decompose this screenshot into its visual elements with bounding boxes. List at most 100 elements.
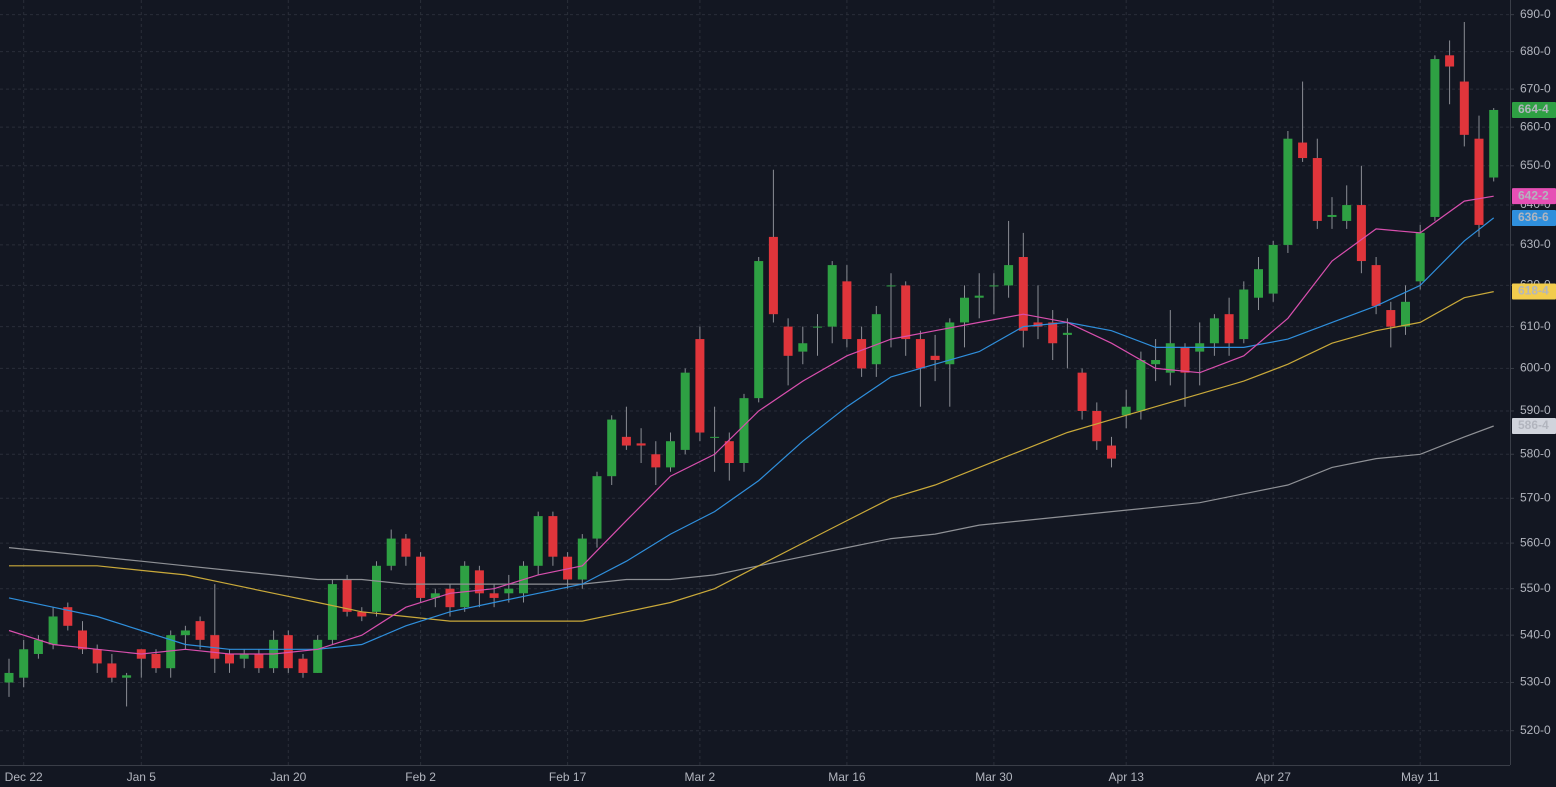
candle-body	[1077, 372, 1087, 411]
price-badge	[1512, 209, 1556, 226]
candle-body	[1489, 109, 1499, 178]
moving-average-line	[9, 291, 1494, 622]
candle-body	[416, 556, 426, 598]
candle-body	[313, 639, 323, 673]
candle-body	[1371, 265, 1381, 306]
price-badge-label: 586-4	[1518, 418, 1549, 432]
candle-body	[1386, 310, 1396, 327]
x-tick-label: Mar 2	[685, 770, 716, 784]
candle-body	[901, 285, 911, 340]
candle-body	[33, 639, 43, 654]
candle-body	[1018, 257, 1028, 331]
candle-body	[210, 635, 220, 659]
candle-body	[1401, 301, 1410, 327]
price-badge-label: 642-2	[1518, 188, 1549, 202]
price-badge	[1512, 283, 1556, 300]
y-tick-label: 670-0	[1520, 81, 1551, 95]
x-tick-label: Feb 17	[549, 770, 587, 784]
candle-body	[283, 635, 293, 669]
candle-body	[930, 355, 940, 361]
candle-body	[768, 236, 778, 315]
moving-average-line	[8, 195, 1494, 655]
candle-body	[1165, 343, 1175, 373]
y-tick-label: 590-0	[1520, 403, 1551, 417]
candle-body	[1474, 138, 1484, 225]
candle-body	[607, 419, 617, 477]
candle-body	[857, 339, 867, 369]
candle-body	[386, 538, 396, 566]
candle-body	[239, 653, 249, 659]
candle-body	[577, 538, 587, 580]
price-badge	[1512, 418, 1556, 435]
candle-body	[1327, 214, 1337, 217]
candle-body	[401, 538, 411, 557]
price-badge	[1512, 188, 1556, 205]
candle-body	[548, 516, 558, 557]
y-tick-label: 690-0	[1520, 7, 1551, 21]
candle-body	[871, 314, 881, 365]
candle-body	[107, 663, 117, 678]
candle-body	[666, 441, 675, 468]
y-tick-label: 530-0	[1520, 675, 1551, 689]
candle-body	[122, 675, 132, 678]
candle-body	[651, 454, 661, 468]
y-tick-label: 550-0	[1520, 581, 1551, 595]
candle-body	[724, 441, 734, 464]
candle-body	[4, 672, 14, 683]
y-tick-label: 610-0	[1520, 319, 1551, 333]
candle-body	[621, 436, 631, 446]
candle-body	[695, 339, 705, 433]
candle-body	[1033, 322, 1043, 327]
y-tick-label: 570-0	[1520, 490, 1551, 504]
candle-body	[1121, 406, 1131, 416]
candle-body	[842, 281, 852, 340]
candle-body	[1224, 314, 1234, 344]
candle-body	[1445, 55, 1455, 67]
candle-body	[960, 297, 969, 323]
candle-body	[180, 630, 190, 636]
candle-body	[1209, 318, 1219, 344]
candle-body	[1298, 142, 1308, 159]
candle-body	[78, 630, 87, 650]
x-tick-label: Jan 5	[127, 770, 157, 784]
candle-body	[974, 295, 984, 298]
candle-body	[1239, 289, 1249, 340]
candle-body	[254, 653, 264, 669]
price-badge-label: 664-4	[1518, 102, 1549, 116]
candle-body	[1430, 59, 1440, 217]
y-tick-label: 630-0	[1520, 237, 1551, 251]
candle-body	[783, 326, 793, 356]
x-tick-label: Apr 13	[1109, 770, 1145, 784]
candle-body	[474, 570, 484, 594]
candle-body	[1312, 158, 1322, 221]
candle-body	[357, 611, 367, 617]
candle-body	[504, 588, 514, 594]
y-tick-label: 650-0	[1520, 158, 1551, 172]
candle-body	[563, 556, 573, 580]
candle-body	[1415, 232, 1425, 282]
y-tick-label: 660-0	[1520, 119, 1551, 133]
candle-body	[225, 653, 234, 664]
candle-body	[1254, 269, 1263, 298]
candle-body	[342, 579, 352, 612]
y-tick-label: 560-0	[1520, 535, 1551, 549]
candle-body	[1268, 244, 1278, 294]
candle-body	[1283, 138, 1293, 245]
candle-body	[1342, 205, 1352, 221]
candle-body	[19, 649, 29, 678]
price-badge-label: 618-4	[1518, 284, 1549, 298]
candle-body	[798, 343, 808, 352]
candle-body	[739, 398, 749, 464]
candle-body	[166, 635, 176, 669]
candle-body	[592, 476, 602, 539]
x-tick-label: Mar 30	[975, 770, 1013, 784]
candle-body	[445, 588, 455, 608]
candle-body	[636, 443, 646, 446]
y-tick-label: 540-0	[1520, 627, 1551, 641]
candle-body	[1107, 445, 1116, 459]
y-tick-label: 580-0	[1520, 446, 1551, 460]
candle-body	[1062, 332, 1072, 335]
